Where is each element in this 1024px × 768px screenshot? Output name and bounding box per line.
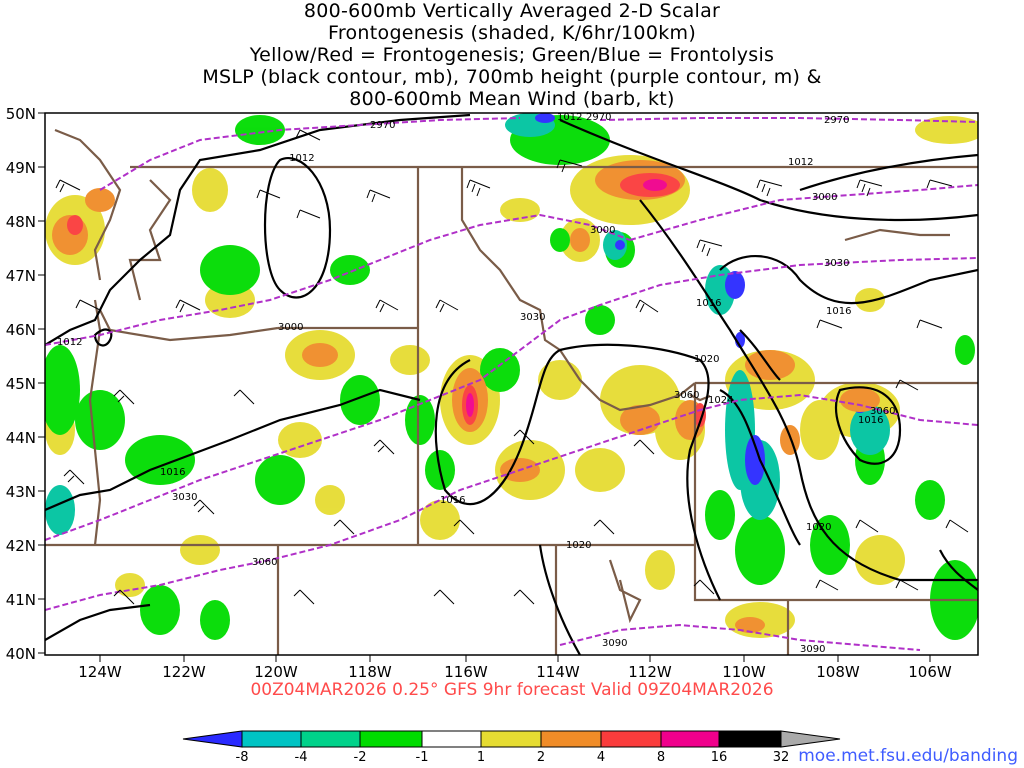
height-label: 3030 <box>172 492 197 503</box>
colorbar-segment <box>480 730 542 748</box>
colorbar-segment <box>241 730 302 748</box>
title-line-3: Yellow/Red = Frontogenesis; Green/Blue =… <box>249 44 775 66</box>
mslp-label: 1016 <box>160 467 185 478</box>
height-label: 3000 <box>590 225 615 236</box>
lon-label: 120W <box>254 663 298 681</box>
wind-barbs <box>55 129 969 605</box>
mslp-label: 1024 <box>708 395 733 406</box>
lon-label: 108W <box>816 663 860 681</box>
colorbar-label: 4 <box>597 750 605 765</box>
map-field: 1012 1012 1016 1016 1016 1016 1016 1020 … <box>45 112 978 655</box>
height-label: 3060 <box>252 557 277 568</box>
height-label: 3000 <box>278 322 303 333</box>
mslp-label: 1012 <box>57 337 82 348</box>
longitude-labels: 124W 122W 120W 118W 116W 114W 112W 110W … <box>78 663 952 681</box>
height-contours <box>45 117 978 651</box>
colorbar-label: -8 <box>236 750 249 765</box>
axis-ticks <box>38 112 931 662</box>
colorbar-label: -4 <box>295 750 308 765</box>
lat-label: 42N <box>6 537 36 555</box>
lon-label: 122W <box>162 663 206 681</box>
colorbar <box>182 730 841 748</box>
lon-label: 106W <box>908 663 952 681</box>
mslp-label: 1020 <box>566 540 591 551</box>
lat-label: 44N <box>6 429 36 447</box>
colorbar-segment <box>300 730 361 748</box>
lat-label: 46N <box>6 321 36 339</box>
mslp-label: 1020 <box>806 522 831 533</box>
colorbar-segment <box>780 730 841 748</box>
lon-label: 118W <box>348 663 392 681</box>
colorbar-segment <box>182 730 243 748</box>
colorbar-segment <box>600 730 662 748</box>
mslp-label: 1012 <box>289 153 314 164</box>
title-line-2: Frontogenesis (shaded, K/6hr/100km) <box>327 22 697 44</box>
lon-label: 114W <box>536 663 580 681</box>
frontogenesis-shading <box>45 113 978 640</box>
colorbar-label: -2 <box>354 750 367 765</box>
colorbar-labels: -8 -4 -2 -1 1 2 4 8 16 32 <box>236 750 790 765</box>
height-label: 3030 <box>520 312 545 323</box>
mslp-label: 1012 <box>788 157 813 168</box>
height-label: 2970 <box>586 112 611 123</box>
colorbar-label: -1 <box>416 750 429 765</box>
colorbar-segment <box>359 730 423 748</box>
mslp-label: 1012 <box>557 112 582 123</box>
mslp-label: 1016 <box>440 495 465 506</box>
colorbar-label: 2 <box>537 750 545 765</box>
colorbar-label: 16 <box>711 750 728 765</box>
lon-label: 116W <box>444 663 488 681</box>
contour-labels: 1012 1012 1016 1016 1016 1016 1016 1020 … <box>57 112 895 655</box>
lat-label: 40N <box>6 645 36 663</box>
colorbar-segment <box>660 730 720 748</box>
colorbar-label: 8 <box>657 750 665 765</box>
height-label: 3060 <box>870 406 895 417</box>
mslp-contours <box>45 113 978 655</box>
colorbar-label: 32 <box>773 750 790 765</box>
forecast-valid-label: 00Z04MAR2026 0.25° GFS 9hr forecast Vali… <box>250 680 774 700</box>
title-line-1: 800-600mb Vertically Averaged 2-D Scalar <box>303 0 721 22</box>
lat-label: 45N <box>6 375 36 393</box>
title-line-4: MSLP (black contour, mb), 700mb height (… <box>202 66 822 88</box>
lat-label: 49N <box>6 159 36 177</box>
height-label: 3060 <box>674 390 699 401</box>
height-label: 3030 <box>824 258 849 269</box>
height-label: 2970 <box>370 120 395 131</box>
credit-url[interactable]: moe.met.fsu.edu/banding <box>798 746 1018 766</box>
height-label: 3090 <box>602 638 627 649</box>
lat-label: 41N <box>6 591 36 609</box>
colorbar-segment <box>540 730 602 748</box>
title-line-5: 800-600mb Mean Wind (barb, kt) <box>349 88 675 110</box>
lon-label: 110W <box>722 663 766 681</box>
height-label: 3090 <box>800 644 825 655</box>
mslp-label: 1016 <box>696 298 721 309</box>
lat-label: 50N <box>6 105 36 123</box>
height-label: 3000 <box>812 192 837 203</box>
mslp-label: 1016 <box>858 415 883 426</box>
lat-label: 48N <box>6 213 36 231</box>
colorbar-segment <box>421 730 482 748</box>
colorbar-label: 1 <box>477 750 485 765</box>
colorbar-segment <box>718 730 782 748</box>
lon-label: 112W <box>628 663 672 681</box>
lat-label: 43N <box>6 483 36 501</box>
height-label: 2970 <box>824 115 849 126</box>
mslp-label: 1020 <box>694 354 719 365</box>
mslp-label: 1016 <box>826 306 851 317</box>
lat-label: 47N <box>6 267 36 285</box>
map-frame <box>44 112 979 656</box>
state-borders <box>45 128 978 655</box>
map-title: 800-600mb Vertically Averaged 2-D Scalar… <box>0 0 1024 110</box>
lon-label: 124W <box>78 663 122 681</box>
latitude-labels: 50N 49N 48N 47N 46N 45N 44N 43N 42N 41N … <box>6 105 36 663</box>
